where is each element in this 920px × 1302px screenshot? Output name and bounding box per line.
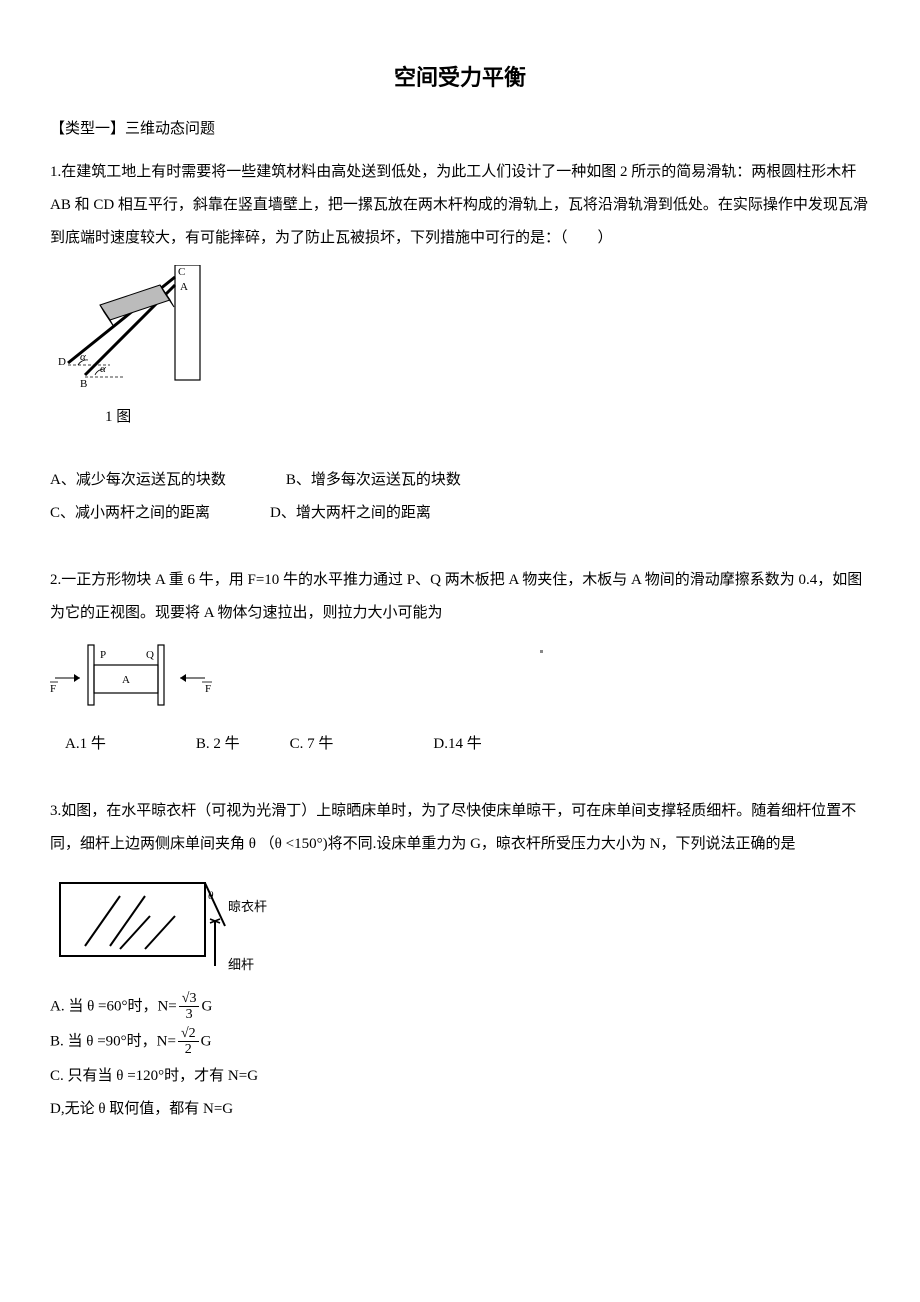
problem-3-text: 3.如图，在水平晾衣杆（可视为光滑丁）上晾晒床单时，为了尽快使床单晾干，可在床单… (50, 795, 870, 861)
problem-1-figure: C A D B α α 1 图 (50, 265, 870, 426)
svg-text:A: A (180, 281, 188, 293)
problem-2-text: 2.一正方形物块 A 重 6 牛，用 F=10 牛的水平推力通过 P、Q 两木板… (50, 564, 870, 630)
svg-text:B: B (80, 378, 87, 390)
problem-1-option-d: D、增大两杆之间的距离 (270, 501, 431, 522)
decorative-dot (540, 650, 543, 653)
page-title: 空间受力平衡 (50, 60, 870, 92)
problem-1-option-c: C、减小两杆之间的距离 (50, 501, 210, 522)
section-header: 【类型一】三维动态问题 (50, 117, 870, 138)
problem-2-options: A.1 牛 B. 2 牛 C. 7 牛 D.14 牛 (65, 732, 870, 753)
svg-text:晾衣杆: 晾衣杆 (228, 899, 267, 914)
svg-text:D: D (58, 356, 66, 368)
svg-text:Q: Q (146, 649, 154, 661)
problem-3-option-a: A. 当 θ =60°时，N=√33G (50, 991, 870, 1023)
problem-2-option-d: D.14 牛 (433, 732, 481, 753)
problem-1-options-row-1: A、减少每次运送瓦的块数 B、增多每次运送瓦的块数 (50, 468, 870, 489)
problem-1-option-b: B、增多每次运送瓦的块数 (286, 468, 461, 489)
svg-text:F: F (50, 683, 56, 695)
problem-3-option-d: D,无论 θ 取何值，都有 N=G (50, 1094, 870, 1124)
problem-3-figure: θ 晾衣杆 细杆 (50, 871, 870, 981)
problem-2-option-b: B. 2 牛 (196, 732, 240, 753)
problem-1-options-row-2: C、减小两杆之间的距离 D、增大两杆之间的距离 (50, 501, 870, 522)
problem-2-option-a: A.1 牛 (65, 732, 106, 753)
problem-2-figure: P Q A F F (50, 640, 870, 720)
problem-3-option-b: B. 当 θ =90°时，N=√22G (50, 1026, 870, 1058)
svg-text:θ: θ (208, 890, 214, 902)
problem-1-text: 1.在建筑工地上有时需要将一些建筑材料由高处送到低处，为此工人们设计了一种如图 … (50, 156, 870, 255)
problem-1-option-a: A、减少每次运送瓦的块数 (50, 468, 226, 489)
problem-3-options: A. 当 θ =60°时，N=√33G B. 当 θ =90°时，N=√22G … (50, 991, 870, 1124)
svg-text:F: F (205, 683, 211, 695)
svg-text:C: C (178, 266, 185, 278)
svg-text:A: A (122, 674, 130, 686)
problem-1-caption: 1 图 (105, 405, 870, 426)
svg-text:细杆: 细杆 (228, 957, 254, 972)
svg-text:α: α (100, 363, 106, 375)
svg-text:α: α (80, 351, 86, 363)
problem-3-option-c: C. 只有当 θ =120°时，才有 N=G (50, 1061, 870, 1091)
svg-text:P: P (100, 649, 106, 661)
problem-2-option-c: C. 7 牛 (290, 732, 334, 753)
